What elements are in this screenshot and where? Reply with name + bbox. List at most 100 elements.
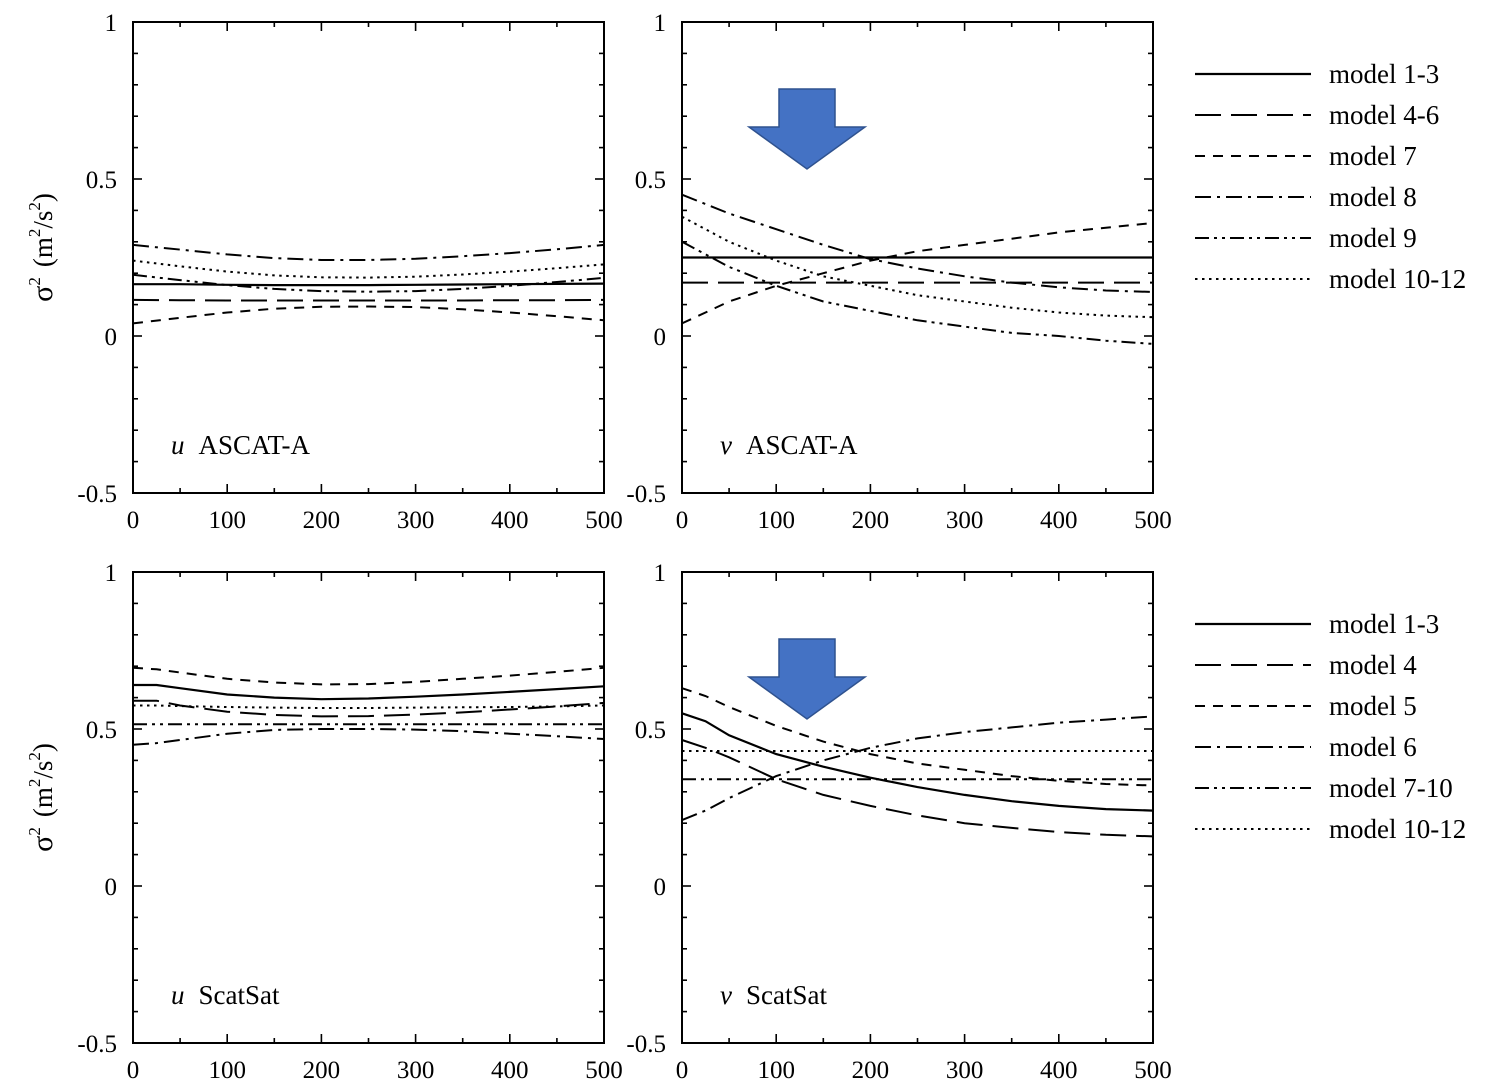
y-tick-label: -0.5 xyxy=(77,1031,117,1058)
ylabel-unit: /s xyxy=(28,211,58,229)
y-tick-label: 0 xyxy=(105,874,118,901)
y-axis-label: σ2(m2/s2) xyxy=(25,743,59,852)
legend-2: model 1-3 model 4 model 5 model 6 model 7-10… xyxy=(1195,609,1466,844)
legend-label: model 5 xyxy=(1329,691,1417,721)
series-line-model-6 xyxy=(132,728,605,746)
x-tick-label: 500 xyxy=(585,507,623,534)
series-line-model-4 xyxy=(681,739,1154,838)
y-tick-label: 0 xyxy=(105,324,118,351)
y-tick-label: -0.5 xyxy=(626,1031,666,1058)
series-line-model-1-3 xyxy=(133,683,605,701)
series-line-model-8 xyxy=(681,193,1154,293)
series-line-model-1-3 xyxy=(133,282,605,287)
ylabel-sigma: σ xyxy=(26,836,59,852)
y-tick-label: -0.5 xyxy=(77,481,117,508)
y-tick-label: -0.5 xyxy=(626,481,666,508)
series-line-model-7 xyxy=(132,305,605,325)
ylabel-sup: 2 xyxy=(25,779,44,788)
legend-label: model 9 xyxy=(1329,223,1417,253)
x-tick-label: 100 xyxy=(208,507,246,534)
panel-label: v ScatSat xyxy=(720,980,827,1010)
y-tick-label: 1 xyxy=(654,10,667,37)
x-tick-label: 200 xyxy=(852,507,890,534)
ylabel-sup: 2 xyxy=(25,229,44,238)
down-arrow-icon xyxy=(746,88,868,170)
legend-label: model 7-10 xyxy=(1329,773,1453,803)
x-tick-label: 0 xyxy=(127,1057,140,1084)
y-tick-label: 1 xyxy=(105,10,118,37)
panel-name: ASCAT-A xyxy=(199,430,311,460)
ylabel-sup: 2 xyxy=(25,202,44,211)
x-tick-label: 0 xyxy=(676,1057,689,1084)
legend-label: model 7 xyxy=(1329,141,1417,171)
panel-label: v ASCAT-A xyxy=(720,430,858,460)
panel-variable: v xyxy=(720,430,732,460)
ylabel-unit: (m xyxy=(28,237,58,267)
y-tick-label: 0.5 xyxy=(635,167,666,194)
x-tick-label: 300 xyxy=(946,1057,984,1084)
y-tick-label: 0.5 xyxy=(86,167,117,194)
series-line-model-10-12 xyxy=(132,259,605,279)
panel-variable: u xyxy=(171,980,185,1010)
panel-1: 0 100 200 300 400 500-0.500.51u ASCAT-Aσ2(m2/s… xyxy=(25,10,623,534)
ylabel-sigma: σ xyxy=(26,286,59,302)
panel-variable: u xyxy=(171,430,185,460)
series-line-model-10-12 xyxy=(133,704,605,709)
ylabel-unit: ) xyxy=(28,193,58,202)
legend-label: model 6 xyxy=(1329,732,1417,762)
panel-label: u ScatSat xyxy=(171,980,280,1010)
y-tick-label: 1 xyxy=(105,560,118,587)
x-tick-label: 200 xyxy=(303,507,341,534)
x-tick-label: 0 xyxy=(676,507,689,534)
legend-label: model 1-3 xyxy=(1329,609,1439,639)
ylabel-sup: 2 xyxy=(25,827,44,836)
legend-label: model 1-3 xyxy=(1329,59,1439,89)
x-tick-label: 300 xyxy=(397,1057,435,1084)
axis-frame xyxy=(132,571,605,1044)
x-tick-label: 300 xyxy=(397,507,435,534)
legend-label: model 4-6 xyxy=(1329,100,1439,130)
y-tick-label: 1 xyxy=(654,560,667,587)
y-tick-label: 0 xyxy=(654,324,667,351)
panel-3: 0 100 200 300 400 500-0.500.51u ScatSatσ2(m2/s… xyxy=(25,560,623,1084)
x-tick-label: 400 xyxy=(1040,1057,1078,1084)
series-line-model-6 xyxy=(681,715,1154,822)
series-line-model-5 xyxy=(681,687,1154,787)
ylabel-unit: (m xyxy=(28,787,58,817)
legend-label: model 8 xyxy=(1329,182,1417,212)
legend-1: model 1-3 model 4-6 model 7 model 8 model 9 m… xyxy=(1195,59,1466,294)
legend-label: model 10-12 xyxy=(1329,814,1466,844)
series-line-model-4 xyxy=(133,699,605,718)
ylabel-unit: ) xyxy=(28,743,58,752)
x-tick-label: 500 xyxy=(1134,507,1172,534)
x-tick-label: 400 xyxy=(1040,507,1078,534)
x-tick-label: 500 xyxy=(585,1057,623,1084)
y-tick-label: 0.5 xyxy=(86,717,117,744)
x-tick-label: 200 xyxy=(303,1057,341,1084)
series-line-model-1-3 xyxy=(681,712,1154,812)
x-tick-label: 100 xyxy=(208,1057,246,1084)
series-line-model-8 xyxy=(132,243,605,261)
y-tick-label: 0.5 xyxy=(635,717,666,744)
ylabel-sup: 2 xyxy=(25,277,44,286)
series-line-model-4-6 xyxy=(132,298,605,302)
x-tick-label: 100 xyxy=(757,507,795,534)
panel-4: 0 100 200 300 400 500 -0.5 0 0.5 1 v ScatSat xyxy=(626,560,1171,1084)
series-line-model-7 xyxy=(681,222,1154,325)
x-tick-label: 500 xyxy=(1134,1057,1172,1084)
x-tick-label: 400 xyxy=(491,507,529,534)
x-tick-label: 100 xyxy=(757,1057,795,1084)
series-line-model-10-12 xyxy=(681,215,1154,319)
y-axis-label: σ2(m2/s2) xyxy=(25,193,59,302)
series-line-model-9 xyxy=(132,273,605,293)
x-tick-label: 0 xyxy=(127,507,140,534)
y-tick-label: 0 xyxy=(654,874,667,901)
panel-label: u ASCAT-A xyxy=(171,430,311,460)
ylabel-unit: /s xyxy=(28,761,58,779)
ylabel-sup: 2 xyxy=(25,752,44,761)
panel-name: ScatSat xyxy=(199,980,280,1010)
x-tick-label: 200 xyxy=(852,1057,890,1084)
panel-name: ScatSat xyxy=(746,980,827,1010)
series-line-model-5 xyxy=(132,666,605,686)
panel-variable: v xyxy=(720,980,732,1010)
